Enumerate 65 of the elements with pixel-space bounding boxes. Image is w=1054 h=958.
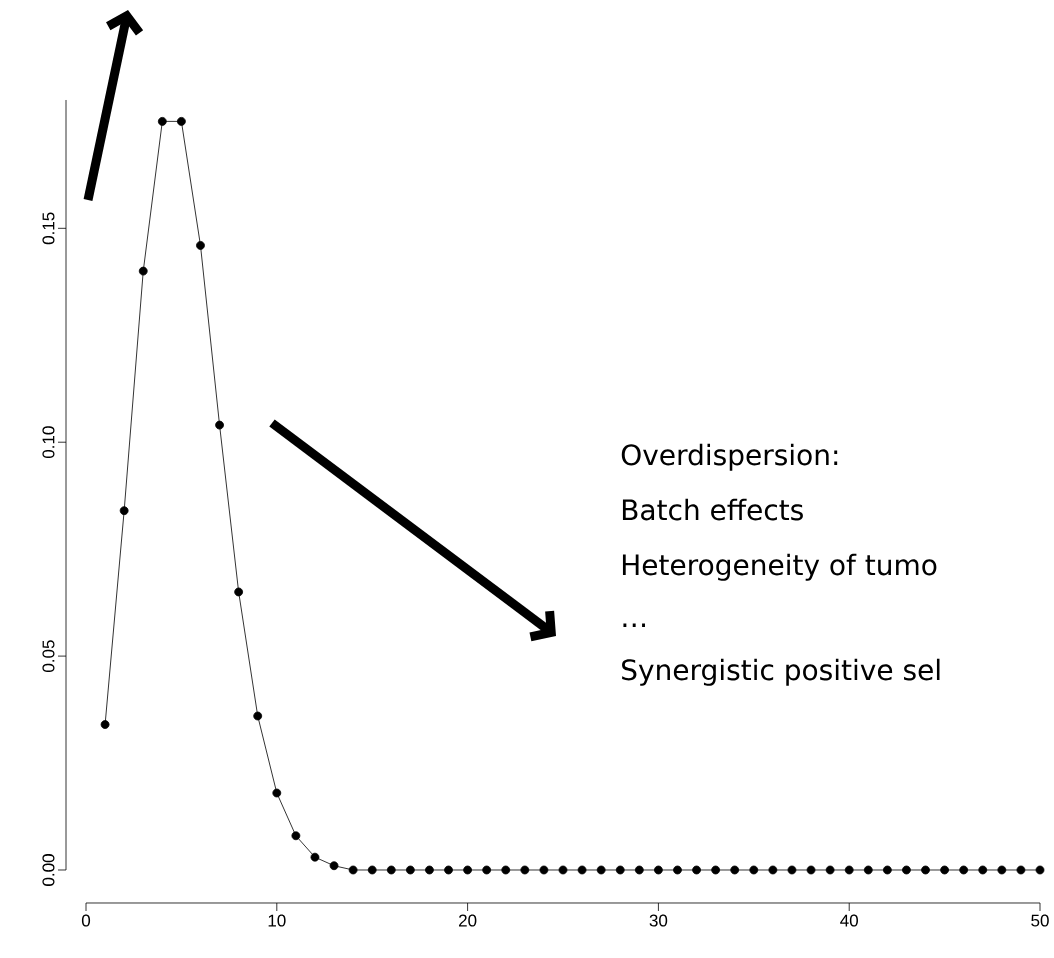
annotation: Batch effects (622, 498, 803, 521)
point (425, 865, 434, 875)
y-tick-label: 0.05 (42, 640, 55, 672)
point (730, 865, 740, 875)
point (291, 831, 301, 841)
point (1035, 865, 1045, 875)
point (673, 865, 682, 875)
point (100, 720, 110, 729)
point (119, 506, 129, 516)
annotation: … (623, 623, 645, 627)
x-tick-label: 0 (81, 914, 91, 927)
y-tick-label: 0.10 (42, 426, 55, 459)
point (558, 865, 568, 875)
x-tick-label: 30 (649, 914, 668, 927)
point (921, 865, 930, 875)
point (615, 865, 625, 875)
y-tick-label: 0.00 (42, 854, 55, 886)
point (749, 865, 759, 875)
x-tick-label: 40 (840, 914, 858, 927)
point (844, 865, 854, 875)
point (577, 865, 587, 875)
point (634, 865, 644, 875)
point (825, 865, 835, 875)
point (196, 241, 205, 250)
point (329, 861, 339, 871)
point (444, 865, 453, 875)
annotation: Overdispersion: (621, 443, 838, 471)
point (405, 865, 415, 875)
point (806, 865, 816, 875)
point (654, 865, 663, 875)
point (463, 865, 472, 875)
point (711, 865, 721, 875)
point (520, 865, 530, 875)
point (215, 420, 224, 430)
x-tick-label: 20 (459, 914, 477, 927)
x-tick-label: 50 (1031, 914, 1049, 927)
point (253, 711, 263, 721)
point (1016, 865, 1026, 875)
point (348, 865, 358, 875)
point (177, 116, 186, 126)
point (482, 865, 492, 875)
point (978, 865, 988, 875)
point (902, 865, 911, 875)
point (596, 865, 606, 875)
point (940, 865, 950, 875)
point (386, 865, 396, 875)
y-tick-label: 0.15 (42, 212, 55, 245)
point (138, 266, 148, 276)
point (863, 865, 873, 875)
point (157, 116, 167, 126)
annotation: Synergistic positive sel (622, 658, 940, 686)
annotation: Heterogeneity of tumo (622, 553, 937, 581)
point (539, 865, 549, 875)
point (272, 788, 282, 798)
point (692, 865, 701, 875)
point (997, 865, 1007, 875)
point (768, 865, 778, 875)
point (310, 852, 320, 862)
x-tick-label: 10 (268, 914, 286, 927)
point (367, 865, 377, 875)
point (501, 865, 511, 875)
point (959, 865, 969, 875)
point (787, 865, 797, 875)
point (882, 865, 892, 875)
point (234, 587, 244, 597)
